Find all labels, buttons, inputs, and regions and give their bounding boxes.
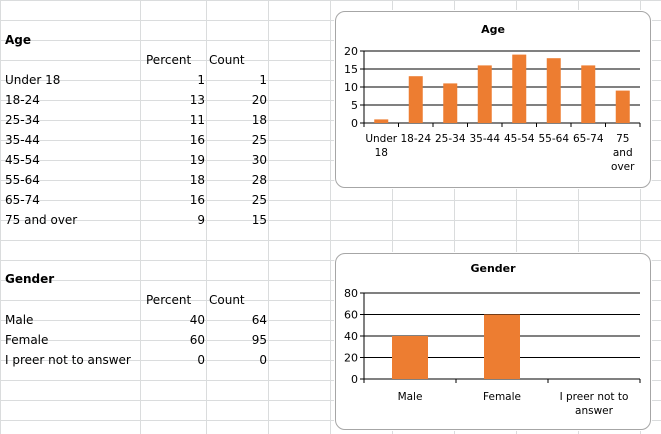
gender-row-percent[interactable]: 60 [189,333,205,347]
age-chart-category-label: 18 [375,147,388,159]
age-chart-category-label: 65-74 [573,133,604,145]
gender-row-count[interactable]: 0 [259,353,267,367]
gender-row-percent[interactable]: 0 [197,353,205,367]
gender-chart-bar[interactable] [484,314,520,380]
age-row-label[interactable]: 35-44 [5,133,40,147]
age-row-percent[interactable]: 16 [189,133,205,147]
gender-chart-canvas: Gender 0 20 40 60 80 Male Female I preer not to… [344,262,641,417]
gender-count-header[interactable]: Count [209,293,245,307]
age-chart-category-label: 18-24 [400,133,431,145]
age-chart-category-label: 75 [616,133,629,145]
age-row-label[interactable]: 55-64 [5,173,40,187]
age-row-label[interactable]: 75 and over [5,213,78,227]
age-row-percent[interactable]: 13 [189,93,205,107]
gender-chart-category-label: Female [483,391,521,403]
age-chart-bar[interactable] [443,83,458,123]
age-chart-bar[interactable] [512,54,527,123]
age-row-count[interactable]: 28 [251,173,267,187]
age-chart[interactable]: Age 0 5 10 15 20 Under 18 18-24 25-34 35-44 45-54 5… [335,11,651,188]
gender-row-label[interactable]: I preer not to answer [5,353,131,367]
age-row-count[interactable]: 18 [251,113,267,127]
gender-row-count[interactable]: 64 [251,313,267,327]
age-chart-canvas: Age 0 5 10 15 20 Under 18 18-24 25-34 35-44 45-54 5… [344,23,641,173]
age-section-title[interactable]: Age [5,33,32,47]
age-row-label[interactable]: 45-54 [5,153,40,167]
age-row-count[interactable]: 30 [251,153,267,167]
gender-row-percent[interactable]: 40 [189,313,205,327]
gender-chart-category-label: answer [575,405,614,417]
age-row-percent[interactable]: 1 [197,73,205,87]
age-row-percent[interactable]: 18 [189,173,205,187]
age-row-percent[interactable]: 9 [197,213,205,227]
gender-chart-category-label: Male [398,391,423,403]
gender-chart-ytick-label: 0 [351,373,358,386]
age-row-percent[interactable]: 11 [189,113,205,127]
gender-chart-ytick-label: 20 [344,352,358,365]
age-row-label[interactable]: Under 18 [5,73,61,87]
age-chart-category-label: 55-64 [538,133,569,145]
age-chart-ytick-label: 10 [344,81,358,94]
gender-chart-bar[interactable] [392,336,428,379]
gender-row-count[interactable]: 95 [251,333,267,347]
gender-chart-ytick-label: 60 [344,309,358,322]
age-row-count[interactable]: 20 [251,93,267,107]
gender-chart-ytick-label: 40 [344,330,358,343]
age-chart-category-label: 35-44 [469,133,500,145]
age-chart-category-label: 45-54 [504,133,535,145]
age-chart-category-label: 25-34 [435,133,466,145]
age-count-header[interactable]: Count [209,53,245,67]
age-row-count[interactable]: 25 [251,133,267,147]
gender-percent-header[interactable]: Percent [146,293,192,307]
age-chart-ytick-label: 20 [344,45,358,58]
gender-chart-category-label: I preer not to [560,391,629,403]
age-row-count[interactable]: 15 [251,213,267,227]
age-chart-ytick-label: 15 [344,63,358,76]
gender-section-title[interactable]: Gender [5,272,55,286]
age-row-label[interactable]: 18-24 [5,93,40,107]
gender-chart-title: Gender [470,262,516,275]
gender-row-label[interactable]: Female [5,333,49,347]
age-chart-title: Age [481,23,505,36]
age-row-count[interactable]: 25 [251,193,267,207]
age-row-count[interactable]: 1 [259,73,267,87]
age-chart-bar[interactable] [581,65,596,123]
gender-chart[interactable]: Gender 0 20 40 60 80 Male Female I preer not to… [335,253,651,430]
age-percent-header[interactable]: Percent [146,53,192,67]
age-row-label[interactable]: 25-34 [5,113,40,127]
age-chart-category-label: Under [365,133,397,145]
age-chart-bar[interactable] [477,65,492,123]
age-row-percent[interactable]: 16 [189,193,205,207]
age-chart-category-label: and [613,147,633,159]
age-chart-bar[interactable] [546,58,561,124]
age-chart-bar[interactable] [374,119,389,123]
age-chart-category-label: over [611,161,635,173]
gender-chart-ytick-label: 80 [344,287,358,300]
age-chart-bar[interactable] [615,90,630,123]
age-row-label[interactable]: 65-74 [5,193,40,207]
age-chart-bar[interactable] [408,76,423,123]
age-chart-ytick-label: 5 [351,99,358,112]
gender-row-label[interactable]: Male [5,313,34,327]
age-chart-ytick-label: 0 [351,117,358,130]
age-row-percent[interactable]: 19 [189,153,205,167]
